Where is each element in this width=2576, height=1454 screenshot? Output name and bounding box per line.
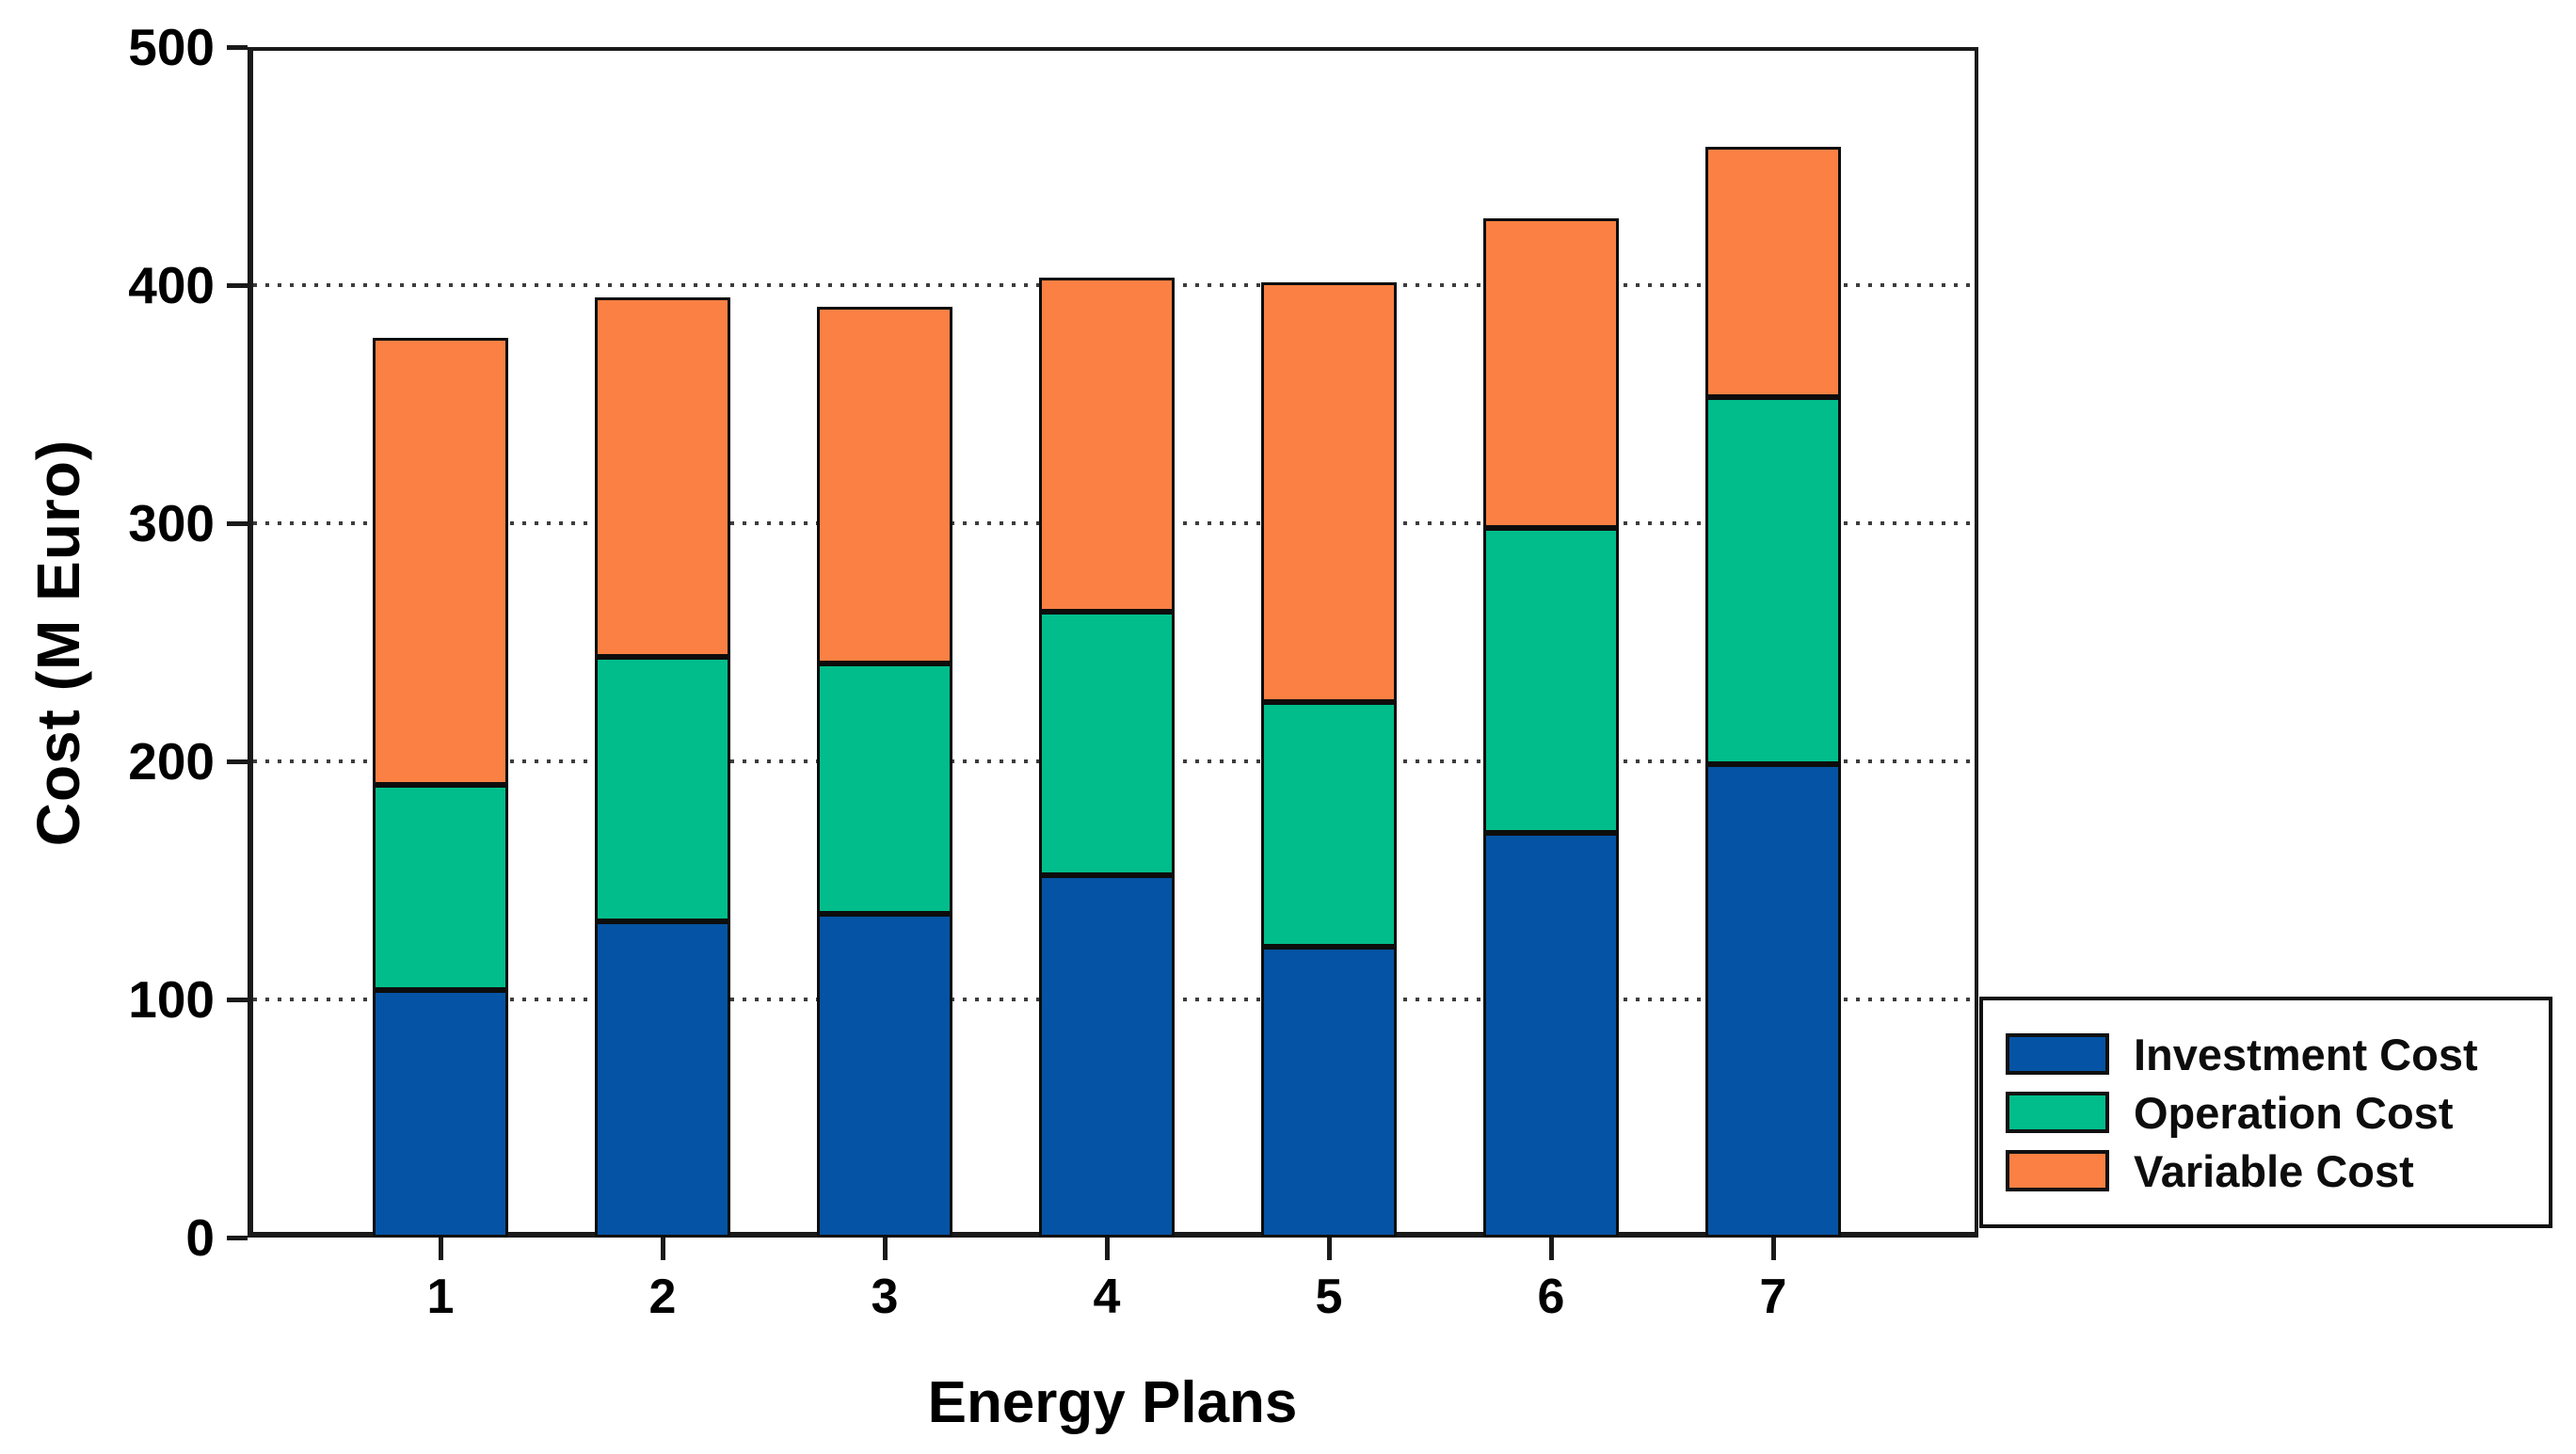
x-axis-tick-7 bbox=[1770, 1238, 1776, 1260]
bar-segment bbox=[373, 989, 508, 1238]
bar-segment bbox=[373, 337, 508, 786]
x-axis-tick-label-2: 2 bbox=[648, 1270, 677, 1324]
bar-segment bbox=[1483, 218, 1619, 529]
bar-segment bbox=[595, 920, 730, 1238]
x-axis-tick-1 bbox=[438, 1238, 443, 1260]
y-axis-tick-500 bbox=[227, 44, 248, 50]
y-axis-tick-400 bbox=[227, 282, 248, 288]
y-axis-tick-label-200: 200 bbox=[128, 732, 215, 791]
bar-segment bbox=[817, 306, 952, 664]
bar-segment bbox=[817, 663, 952, 914]
legend-label-operation-cost: Operation Cost bbox=[2134, 1087, 2454, 1138]
bar-segment bbox=[1261, 701, 1397, 948]
legend-label-investment-cost: Investment Cost bbox=[2134, 1029, 2478, 1079]
y-axis-tick-label-500: 500 bbox=[128, 18, 215, 76]
bar-segment bbox=[1039, 278, 1175, 612]
bar-segment bbox=[1039, 875, 1175, 1238]
y-axis-tick-label-300: 300 bbox=[128, 494, 215, 552]
x-axis-tick-5 bbox=[1326, 1238, 1332, 1260]
legend-label-variable-cost: Variable Cost bbox=[2134, 1145, 2414, 1196]
y-axis-tick-label-100: 100 bbox=[128, 970, 215, 1029]
y-axis-tick-label-0: 0 bbox=[185, 1208, 215, 1267]
legend-item-investment-cost: Investment Cost bbox=[2006, 1029, 2549, 1079]
x-axis-tick-label-6: 6 bbox=[1537, 1270, 1565, 1324]
bar-segment bbox=[1483, 832, 1619, 1238]
bar-segment bbox=[817, 913, 952, 1238]
investment-cost-swatch bbox=[2006, 1033, 2109, 1075]
bar-segment bbox=[1705, 763, 1841, 1238]
x-axis-tick-label-4: 4 bbox=[1093, 1270, 1121, 1324]
bar-segment bbox=[1705, 147, 1841, 397]
x-axis-tick-3 bbox=[882, 1238, 888, 1260]
variable-cost-swatch bbox=[2006, 1150, 2109, 1191]
legend-item-variable-cost: Variable Cost bbox=[2006, 1145, 2549, 1196]
legend: Investment Cost Operation Cost Variable … bbox=[1979, 997, 2552, 1228]
bar-segment bbox=[1705, 396, 1841, 764]
y-axis-tick-label-400: 400 bbox=[128, 256, 215, 314]
x-axis-tick-label-5: 5 bbox=[1315, 1270, 1343, 1324]
bar-segment bbox=[595, 656, 730, 921]
y-axis-tick-0 bbox=[227, 1235, 248, 1240]
x-axis-title: Energy Plans bbox=[927, 1370, 1298, 1435]
bar-segment bbox=[595, 296, 730, 657]
legend-item-operation-cost: Operation Cost bbox=[2006, 1087, 2549, 1138]
x-axis-tick-label-3: 3 bbox=[871, 1270, 899, 1324]
x-axis-tick-label-1: 1 bbox=[426, 1270, 455, 1324]
bar-segment bbox=[1261, 947, 1397, 1238]
y-axis-tick-100 bbox=[227, 997, 248, 1002]
bar-segment bbox=[1483, 528, 1619, 833]
bar-segment bbox=[1039, 611, 1175, 876]
x-axis-tick-label-7: 7 bbox=[1759, 1270, 1787, 1324]
x-axis-tick-4 bbox=[1104, 1238, 1110, 1260]
bar-segment bbox=[373, 785, 508, 990]
y-axis-tick-300 bbox=[227, 520, 248, 526]
x-axis-tick-6 bbox=[1548, 1238, 1554, 1260]
y-axis-tick-200 bbox=[227, 759, 248, 764]
bar-segment bbox=[1261, 282, 1397, 702]
operation-cost-swatch bbox=[2006, 1092, 2109, 1133]
x-axis-tick-2 bbox=[660, 1238, 665, 1260]
